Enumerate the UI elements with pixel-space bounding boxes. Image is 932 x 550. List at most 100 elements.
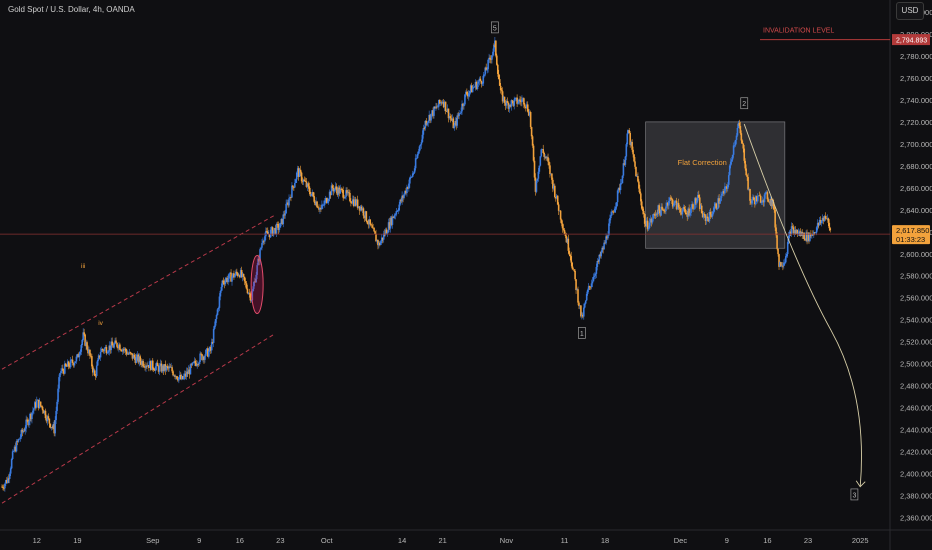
candle-body [372, 227, 374, 229]
candle-body [824, 216, 827, 219]
candle-body [512, 101, 515, 106]
candle-body [667, 202, 669, 206]
candle-body [502, 96, 505, 102]
candle-body [420, 142, 423, 145]
y-tick-label: 2,660.000 [900, 184, 932, 193]
candle-body [789, 231, 792, 235]
candle-body [692, 204, 694, 210]
candle-body [808, 232, 810, 241]
candle-body [646, 220, 649, 230]
candle-body [246, 288, 249, 294]
candle-body [559, 210, 562, 220]
candle-body [453, 125, 456, 129]
candle-body [334, 186, 337, 189]
candle-body [70, 359, 73, 361]
candle-body [20, 429, 23, 438]
candle-body [23, 430, 26, 432]
candle-body [826, 218, 829, 220]
candle-body [739, 125, 742, 134]
candle-body [147, 365, 149, 367]
candle-body [90, 355, 92, 357]
candle-body [786, 242, 789, 255]
candle-body [291, 185, 293, 198]
candle-body [255, 274, 257, 283]
candle-body [450, 118, 453, 121]
time-axis[interactable]: 12 19 Sep 9 16 23 Oct 14 21 Nov 11 18 Dec 9 16 23 2025 [33, 536, 869, 545]
candle-body [467, 93, 470, 97]
candle-body [34, 402, 36, 409]
candle-body [783, 262, 785, 266]
candle-body [735, 135, 738, 140]
candle-body [352, 199, 354, 204]
candle-body [581, 314, 583, 317]
candle-body [575, 279, 577, 291]
candle-body [579, 305, 581, 307]
candle-body [245, 283, 248, 289]
candle-body [765, 192, 768, 193]
candle-body [16, 441, 19, 442]
currency-button[interactable]: USD [896, 2, 924, 20]
candle-body [360, 206, 363, 211]
candle-body [193, 360, 196, 363]
candle-body [347, 192, 349, 194]
candle-body [698, 194, 700, 198]
candle-body [68, 366, 71, 368]
candle-body [690, 207, 692, 213]
candle-body [376, 240, 378, 242]
candle-body [821, 217, 824, 221]
candle-body [548, 161, 550, 166]
wave-label: 1 [580, 331, 584, 338]
candle-body [253, 281, 256, 287]
candle-body [547, 157, 549, 162]
candle-body [208, 346, 211, 351]
candle-body [366, 221, 369, 224]
candle-body [124, 348, 127, 352]
price-axis[interactable]: 2,360.000 2,380.000 2,400.000 2,420.000 2,44… [892, 8, 932, 523]
y-tick-label: 2,600.000 [900, 250, 932, 259]
x-tick-label: 21 [439, 536, 447, 545]
candle-body [534, 177, 537, 192]
candle-body [175, 376, 177, 378]
candle-body [460, 111, 462, 114]
candle-body [755, 196, 757, 205]
candle-body [650, 218, 653, 223]
candle-body [555, 195, 558, 199]
candle-body [257, 258, 259, 266]
candle-body [627, 130, 630, 134]
candle-body [92, 366, 94, 373]
candle-body [658, 205, 660, 211]
candle-body [491, 55, 493, 60]
candle-body [134, 357, 137, 363]
candle-body [81, 339, 84, 346]
candle-body [244, 281, 247, 284]
y-tick-label: 2,700.000 [900, 140, 932, 149]
candle-body [777, 248, 779, 255]
candle-body [104, 347, 107, 349]
candle-body [456, 115, 458, 126]
candle-body [426, 122, 429, 125]
candle-body [452, 118, 455, 129]
candle-body [43, 410, 46, 414]
candle-body [130, 353, 133, 354]
candle-body [659, 210, 661, 216]
candle-body [736, 127, 739, 136]
candle-body [11, 451, 14, 460]
x-tick-label: Dec [674, 536, 688, 545]
candle-body [36, 399, 39, 401]
candle-body [69, 359, 72, 368]
candle-body [88, 349, 90, 354]
candle-body [691, 204, 693, 208]
candle-body [519, 99, 521, 101]
candle-body [422, 128, 425, 135]
candle-body [35, 400, 38, 408]
y-tick-label: 2,580.000 [900, 272, 932, 281]
candle-body [423, 128, 426, 129]
candle-body [116, 342, 118, 347]
candle-body [425, 120, 428, 125]
candle-body [568, 250, 571, 255]
candle-body [295, 172, 298, 180]
candle-body [437, 106, 439, 108]
candle-body [200, 353, 202, 355]
candle-body [364, 211, 367, 218]
